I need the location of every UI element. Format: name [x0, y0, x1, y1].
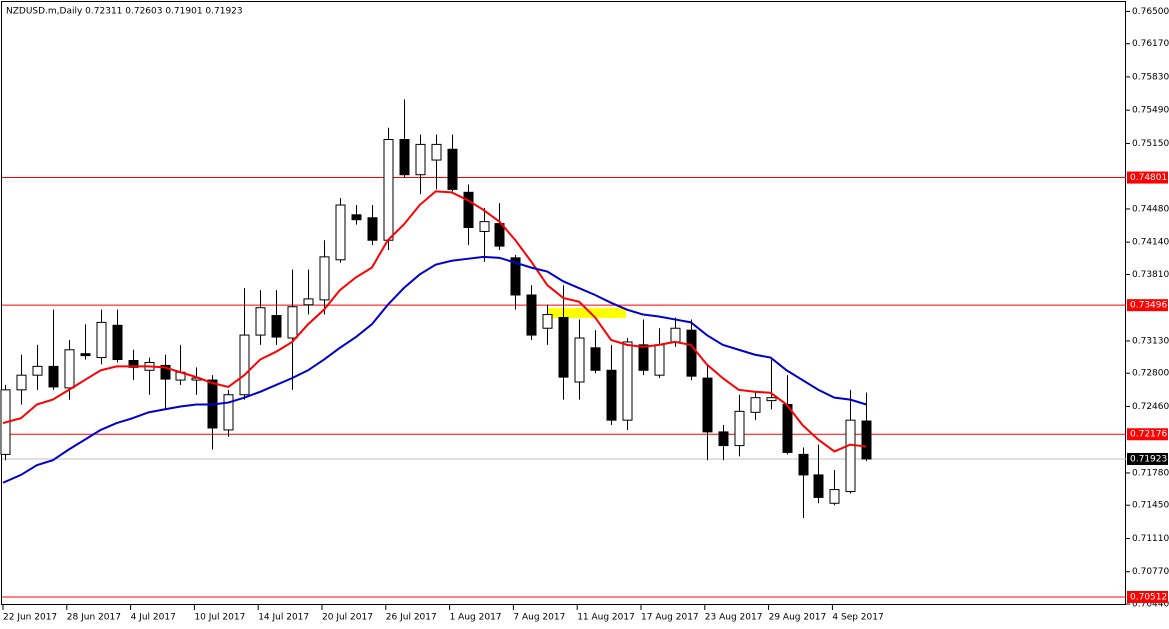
level-label: 0.72176: [1130, 430, 1167, 440]
candle-body: [463, 191, 474, 229]
x-tick-label: 29 Aug 2017: [769, 613, 827, 623]
candle-body: [96, 321, 107, 359]
bid-label: 0.71923: [1130, 454, 1167, 464]
moving-average-line: [2, 190, 867, 453]
candle-body: [734, 410, 745, 447]
x-tick-label: 4 Sep 2017: [832, 613, 883, 623]
candle-body: [479, 221, 490, 232]
y-tick-label: 0.74480: [1132, 204, 1169, 214]
level-label-box: [1127, 299, 1168, 312]
x-tick-label: 14 Jul 2017: [258, 613, 309, 623]
candle-body: [829, 489, 840, 504]
x-tick-label: 17 Aug 2017: [641, 613, 699, 623]
candle-body: [223, 394, 234, 431]
x-tick-label: 7 Aug 2017: [513, 613, 565, 623]
candle-body: [718, 431, 729, 447]
candle-body: [367, 217, 378, 241]
x-tick-label: 11 Aug 2017: [577, 613, 635, 623]
candle-body: [510, 257, 521, 296]
candle-body: [48, 365, 59, 388]
candle-body: [160, 364, 171, 380]
y-tick-label: 0.72460: [1132, 402, 1169, 412]
y-tick-label: 0.70440: [1132, 600, 1169, 610]
candle-body: [494, 223, 505, 247]
candle-body: [670, 327, 681, 343]
x-tick-label: 1 Aug 2017: [450, 613, 502, 623]
candle-body: [702, 377, 713, 433]
candle-body: [239, 334, 250, 396]
bid-label-box: [1127, 452, 1168, 465]
candle-body: [287, 306, 298, 339]
y-tick-label: 0.75490: [1132, 106, 1169, 116]
candle-body: [845, 419, 856, 493]
candle-body: [526, 294, 537, 336]
x-tick-label: 23 Aug 2017: [705, 613, 763, 623]
x-tick-label: 20 Jul 2017: [322, 613, 373, 623]
level-label-box: [1127, 171, 1168, 184]
candle-body: [271, 315, 282, 338]
candle-body: [861, 420, 872, 460]
y-tick-label: 0.70770: [1132, 567, 1169, 577]
plot-frame: [1, 1, 1126, 605]
x-tick-label: 4 Jul 2017: [131, 613, 176, 623]
y-tick-label: 0.76170: [1132, 39, 1169, 49]
level-label: 0.73496: [1130, 301, 1167, 311]
candle-body: [654, 344, 665, 376]
candle-body: [782, 404, 793, 453]
x-tick-label: 10 Jul 2017: [194, 613, 245, 623]
candle-body: [798, 453, 809, 476]
chart-title: NZDUSD.m,Daily 0.72311 0.72603 0.71901 0…: [6, 7, 243, 17]
level-label: 0.70512: [1130, 592, 1167, 602]
y-tick-label: 0.75830: [1132, 72, 1169, 82]
level-label-box: [1127, 590, 1168, 603]
y-tick-label: 0.71110: [1132, 534, 1169, 544]
candle-body: [80, 353, 91, 357]
candle-body: [112, 324, 123, 361]
candle-body: [319, 256, 330, 301]
candle-body: [606, 369, 617, 421]
highlight-zone: [548, 308, 626, 318]
y-tick-label: 0.73130: [1132, 336, 1169, 346]
level-label: 0.74801: [1130, 173, 1167, 183]
candle-body: [638, 344, 649, 371]
x-tick-label: 28 Jun 2017: [67, 613, 121, 623]
candle-body: [686, 329, 697, 377]
y-tick-label: 0.74140: [1132, 238, 1169, 248]
candle-body: [415, 143, 426, 176]
y-tick-label: 0.73810: [1132, 270, 1169, 280]
moving-average-line: [2, 255, 867, 484]
candle-body: [574, 337, 585, 383]
candle-body: [766, 397, 777, 402]
candle-body: [351, 214, 362, 221]
y-tick-label: 0.71450: [1132, 501, 1169, 511]
candle-body: [64, 349, 75, 389]
candle-body: [383, 139, 394, 241]
level-label-box: [1127, 428, 1168, 441]
candle-body: [431, 143, 442, 161]
candle-body: [32, 365, 43, 376]
y-tick-label: 0.76500: [1132, 7, 1169, 17]
y-tick-label: 0.75150: [1132, 139, 1169, 149]
x-tick-label: 26 Jul 2017: [386, 613, 437, 623]
candle-body: [590, 347, 601, 371]
candle-body: [750, 397, 761, 413]
candle-body: [558, 316, 569, 378]
candle-body: [447, 148, 458, 190]
candle-body: [16, 374, 27, 391]
y-tick-label: 0.72800: [1132, 369, 1169, 379]
candle-body: [622, 341, 633, 421]
candle-body: [399, 139, 410, 176]
candle-body: [303, 298, 314, 306]
candle-body: [542, 314, 553, 329]
candle-body: [335, 204, 346, 261]
candle-body: [813, 474, 824, 498]
x-tick-label: 22 Jun 2017: [3, 613, 57, 623]
candle-body: [255, 307, 266, 336]
y-tick-label: 0.71780: [1132, 468, 1169, 478]
